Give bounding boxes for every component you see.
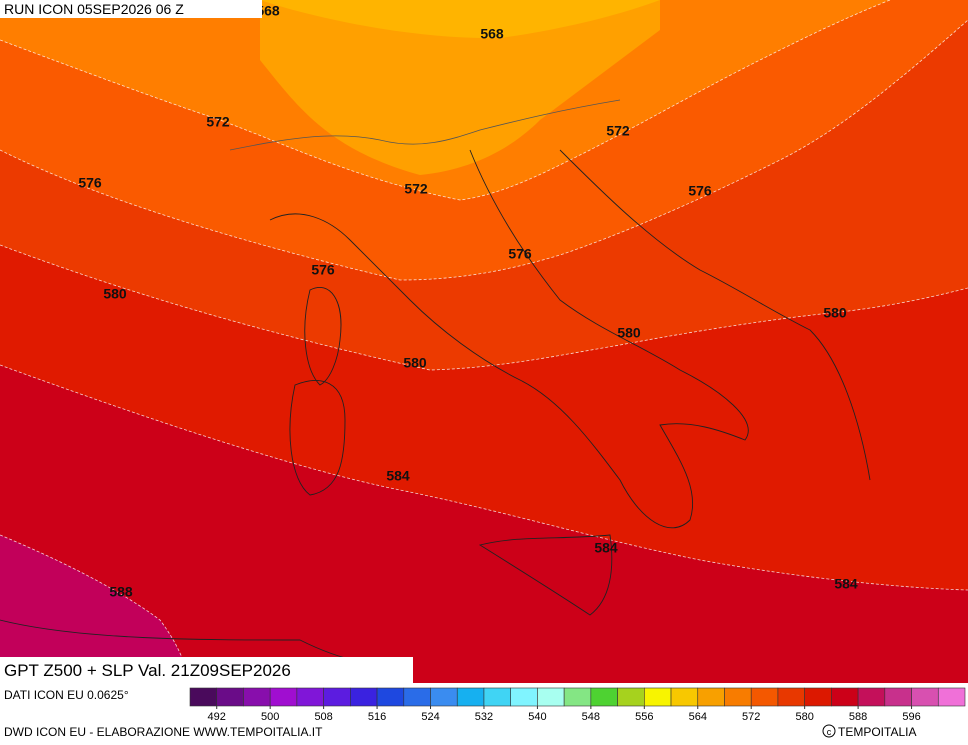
coastlines xyxy=(0,99,871,665)
contour-label: 572 xyxy=(404,181,428,197)
colorbar-swatch xyxy=(617,687,645,707)
colorbar-swatch xyxy=(831,687,859,707)
colorbar-swatch xyxy=(697,687,725,707)
colorbar-tick-label: 540 xyxy=(528,711,546,723)
colorbar-swatch xyxy=(350,687,378,707)
colorbar-tick-label: 524 xyxy=(421,711,439,723)
contour-label: 572 xyxy=(206,114,230,130)
colorbar-swatch xyxy=(644,687,672,707)
contour-label: 580 xyxy=(617,325,641,341)
colorbar-swatch xyxy=(724,687,752,707)
colorbar-swatch xyxy=(403,687,431,707)
colorbar-tick-label: 556 xyxy=(635,711,653,723)
run-label: RUN ICON 05SEP2026 06 Z xyxy=(4,1,184,17)
colorbar-tick-label: 516 xyxy=(368,711,386,723)
colorbar-swatch xyxy=(857,687,886,707)
colorbar-swatch xyxy=(670,687,699,707)
colorbar-swatch xyxy=(430,687,458,707)
colorbar-swatch xyxy=(296,687,324,707)
contour-lines xyxy=(0,0,968,684)
colorbar-tick-label: 492 xyxy=(208,711,226,723)
colorbar-swatch xyxy=(243,687,271,707)
colorbar-swatch xyxy=(537,687,565,707)
contour-label: 576 xyxy=(78,175,102,191)
colorbar-swatch xyxy=(804,687,832,707)
colorbar-swatch xyxy=(777,687,805,707)
contour-label: 568 xyxy=(256,3,280,19)
colorbar-swatch xyxy=(590,687,618,707)
colorbar: 492 500 508 516 524 532 540 548 556 564 572 580 588 5… xyxy=(189,687,966,723)
contour-label: 576 xyxy=(688,183,712,199)
band-572-inner xyxy=(260,0,660,175)
colorbar-swatch xyxy=(937,687,966,707)
contour-label: 572 xyxy=(606,123,630,139)
contour-label: 576 xyxy=(311,262,335,278)
credits-label: DWD ICON EU - ELABORAZIONE WWW.TEMPOITAL… xyxy=(4,725,323,739)
colorbar-swatch xyxy=(189,687,218,707)
height-bands xyxy=(0,0,968,683)
colorbar-swatch xyxy=(269,687,298,707)
colorbar-swatch xyxy=(911,687,939,707)
colorbar-swatch xyxy=(884,687,912,707)
colorbar-tick-label: 548 xyxy=(582,711,600,723)
copyright-symbol xyxy=(822,724,836,738)
coastline xyxy=(478,534,613,616)
colorbar-swatch xyxy=(750,687,779,707)
contour-label: 584 xyxy=(386,468,410,484)
band-568 xyxy=(260,0,660,39)
contour-line xyxy=(0,364,968,591)
colorbar-tick-label: 580 xyxy=(795,711,813,723)
colorbar-tick-label: 588 xyxy=(849,711,867,723)
colorbar-tick-label: 532 xyxy=(475,711,493,723)
contour-label: 580 xyxy=(823,305,847,321)
coastline xyxy=(289,380,346,496)
band-592 xyxy=(0,535,190,683)
contour-label: 576 xyxy=(508,246,532,262)
source-label: DATI ICON EU 0.0625° xyxy=(4,688,129,702)
colorbar-tick-label: 508 xyxy=(314,711,332,723)
contour-label: 580 xyxy=(403,355,427,371)
colorbar-swatch xyxy=(483,687,511,707)
copyright-c: c xyxy=(827,727,832,737)
coastline xyxy=(304,287,342,386)
colorbar-swatch xyxy=(510,687,538,707)
colorbar-tick-label: 596 xyxy=(902,711,920,723)
copyright-label: TEMPOITALIA xyxy=(838,725,916,739)
contour-label: 568 xyxy=(480,26,504,42)
map-title: GPT Z500 + SLP Val. 21Z09SEP2026 xyxy=(4,661,291,680)
colorbar-swatch xyxy=(216,687,244,707)
colorbar-tick-label: 500 xyxy=(261,711,279,723)
colorbar-swatch xyxy=(456,687,485,707)
colorbar-swatch xyxy=(323,687,351,707)
contour-label: 584 xyxy=(834,576,858,592)
colorbar-tick-label: 564 xyxy=(689,711,707,723)
run-box xyxy=(0,0,262,18)
contour-label: 588 xyxy=(109,584,133,600)
contour-line xyxy=(0,19,968,281)
contour-labels: 568 568 572 572 572 576 576 576 576 580 … xyxy=(78,3,858,600)
border xyxy=(229,99,621,151)
coastline xyxy=(269,149,749,529)
contour-label: 580 xyxy=(103,286,127,302)
contour-label: 584 xyxy=(594,540,618,556)
coastline xyxy=(559,149,871,481)
colorbar-tick-label: 572 xyxy=(742,711,760,723)
colorbar-swatch xyxy=(563,687,592,707)
colorbar-swatch xyxy=(376,687,405,707)
title-box xyxy=(0,657,413,683)
